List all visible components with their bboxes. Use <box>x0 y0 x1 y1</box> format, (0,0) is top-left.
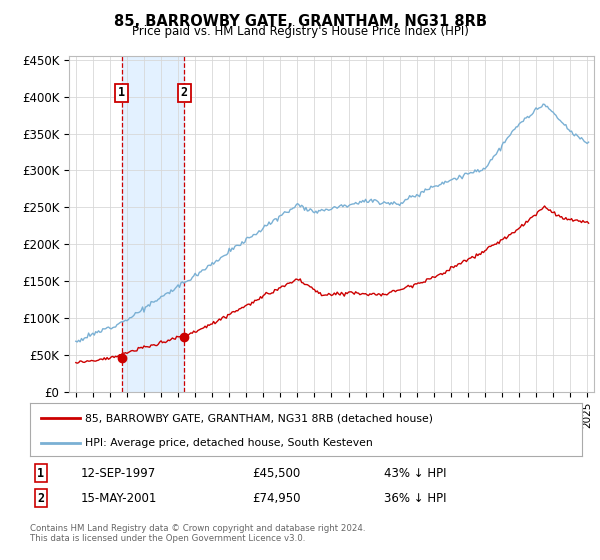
Text: Price paid vs. HM Land Registry's House Price Index (HPI): Price paid vs. HM Land Registry's House … <box>131 25 469 38</box>
Text: 85, BARROWBY GATE, GRANTHAM, NG31 8RB (detached house): 85, BARROWBY GATE, GRANTHAM, NG31 8RB (d… <box>85 413 433 423</box>
Text: 36% ↓ HPI: 36% ↓ HPI <box>384 492 446 505</box>
Text: 12-SEP-1997: 12-SEP-1997 <box>81 466 156 480</box>
Text: £45,500: £45,500 <box>252 466 300 480</box>
Text: 2: 2 <box>37 492 44 505</box>
Text: 1: 1 <box>118 86 125 100</box>
Text: 2: 2 <box>181 86 188 100</box>
Text: 15-MAY-2001: 15-MAY-2001 <box>81 492 157 505</box>
Text: 43% ↓ HPI: 43% ↓ HPI <box>384 466 446 480</box>
Text: Contains HM Land Registry data © Crown copyright and database right 2024.
This d: Contains HM Land Registry data © Crown c… <box>30 524 365 543</box>
Text: HPI: Average price, detached house, South Kesteven: HPI: Average price, detached house, Sout… <box>85 438 373 448</box>
Text: 1: 1 <box>37 466 44 480</box>
Text: 85, BARROWBY GATE, GRANTHAM, NG31 8RB: 85, BARROWBY GATE, GRANTHAM, NG31 8RB <box>113 14 487 29</box>
Text: £74,950: £74,950 <box>252 492 301 505</box>
Bar <box>122 56 184 392</box>
